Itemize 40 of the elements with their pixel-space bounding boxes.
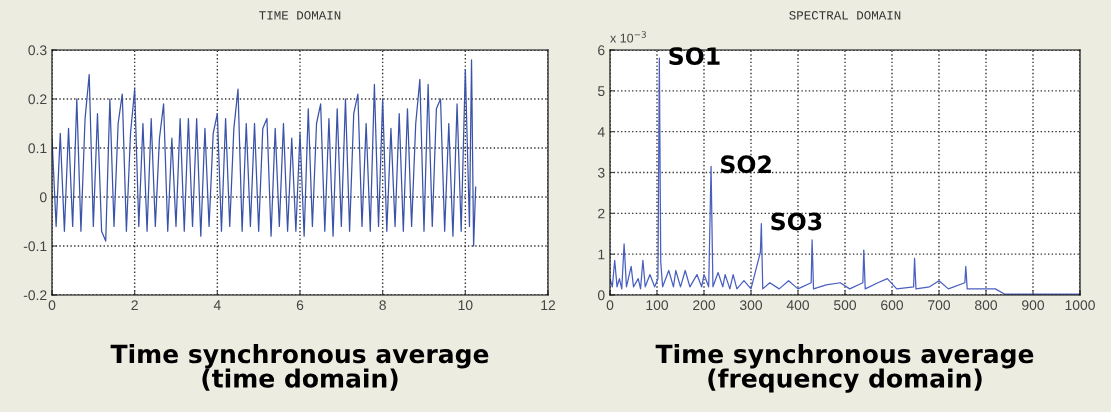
x-tick-label: 12 <box>541 300 556 310</box>
annotation: SO1 <box>669 47 720 66</box>
y-tick-label: 4 <box>597 127 605 137</box>
text: Time synchronous average (frequency domain) <box>655 344 1034 393</box>
x-tick-label: 8 <box>379 300 386 311</box>
y-tick-label: 3 <box>597 167 605 178</box>
y-tick-label: 2 <box>598 208 605 219</box>
y-tick-label: 1 <box>598 249 605 260</box>
y-tick-label: -0.1 <box>23 241 47 252</box>
x-tick-label: 100 <box>646 300 669 311</box>
text: Time synchronous average (time domain) <box>110 344 489 391</box>
x-tick-label: 10 <box>458 300 473 311</box>
x-tick-label: 2 <box>131 300 138 310</box>
y-tick-label: 6 <box>598 45 605 56</box>
x-tick-label: 400 <box>786 300 810 311</box>
x-tick-label: 0 <box>606 300 614 311</box>
x-tick-label: 900 <box>1022 300 1045 311</box>
line-series <box>52 59 477 247</box>
y-tick-label: -0.2 <box>23 290 47 301</box>
y-tick-label: 0 <box>597 290 605 301</box>
y-tick-label: 0.3 <box>28 45 47 56</box>
x-tick-label: 500 <box>833 300 857 311</box>
chart-title: SPECTRAL DOMAIN <box>789 11 901 20</box>
y-axis-title: x 10$^{−3}$ <box>610 31 646 43</box>
x-tick-label: 6 <box>296 300 304 311</box>
y-tick-label: 0.2 <box>28 94 47 105</box>
x-tick-label: 1000 <box>1065 300 1095 311</box>
x-tick-label: 0 <box>48 300 56 311</box>
x-tick-label: 700 <box>928 300 951 311</box>
x-tick-label: 200 <box>693 300 716 311</box>
x-tick-label: 800 <box>975 300 998 311</box>
x-tick-label: 4 <box>213 300 221 310</box>
annotation: SO2 <box>721 155 771 174</box>
x-tick-label: 300 <box>739 300 763 311</box>
x-tick-label: 600 <box>881 300 904 311</box>
y-tick-label: 5 <box>597 86 605 96</box>
chart-title: TIME DOMAIN <box>259 11 341 20</box>
annotation: SO3 <box>771 212 822 231</box>
y-tick-label: 0.1 <box>28 143 47 154</box>
y-tick-label: 0 <box>39 192 47 203</box>
